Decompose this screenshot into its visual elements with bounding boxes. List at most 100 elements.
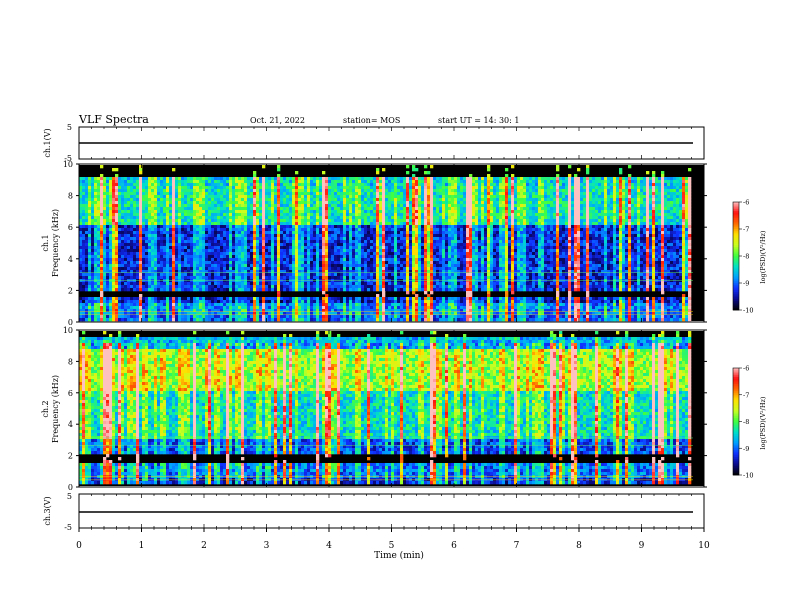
spectrogram-cell (226, 228, 230, 232)
spectrogram-cell (103, 204, 107, 208)
spectrogram-cell (319, 180, 323, 184)
spectrogram-cell (652, 183, 656, 187)
spectrogram-cell (283, 219, 287, 223)
spectrogram-cell (622, 177, 626, 181)
spectrogram-cell (424, 228, 428, 232)
spectrogram-cell (496, 195, 500, 199)
spectrogram-cell (643, 189, 647, 193)
spectrogram-cell (103, 201, 107, 205)
spectrogram-cell (646, 231, 650, 235)
spectrogram-cell (193, 183, 197, 187)
spectrogram-cell (118, 240, 122, 244)
spectrogram-cell (616, 216, 620, 220)
spectrogram-cell (655, 225, 659, 229)
spectrogram-cell (364, 213, 368, 217)
spectrogram-cell (490, 192, 494, 196)
spectrogram-cell (292, 207, 296, 211)
spectrogram-cell (280, 219, 284, 223)
spectrogram-cell (592, 177, 596, 181)
spectrogram-cell (526, 180, 530, 184)
spectrogram-cell (79, 228, 83, 232)
spectrogram-cell (172, 195, 176, 199)
spectrogram-cell (553, 240, 557, 244)
spectrogram-cell (601, 225, 605, 229)
spectrogram-cell (118, 210, 122, 214)
spectrogram-cell (454, 246, 458, 250)
spectrogram-cell (85, 246, 89, 250)
spectrogram-cell (631, 231, 635, 235)
spectrogram-cell (559, 222, 563, 226)
spectrogram-cell (334, 180, 338, 184)
spectrogram-cell (493, 228, 497, 232)
spectrogram-cell (208, 204, 212, 208)
spectrogram-cell (460, 195, 464, 199)
spectrogram-cell (535, 222, 539, 226)
spectrogram-cell (553, 180, 557, 184)
spectrogram-cell (184, 177, 188, 181)
spectrogram-cell (562, 177, 566, 181)
spectrogram-cell (490, 237, 494, 241)
spectrogram-cell (409, 219, 413, 223)
spectrogram-cell (622, 204, 626, 208)
spectrogram-cell (664, 240, 668, 244)
spectrogram-cell (382, 222, 386, 226)
spectrogram-cell (592, 207, 596, 211)
spectrogram-cell (307, 198, 311, 202)
spectrogram-cell (601, 240, 605, 244)
spectrogram-cell (130, 219, 134, 223)
spectrogram-cell (217, 210, 221, 214)
spectrogram-cell (136, 180, 140, 184)
spectrogram-cell (190, 234, 194, 238)
spectrogram-cell (103, 177, 107, 181)
spectrogram-cell (682, 240, 686, 244)
spectrogram-cell (661, 174, 665, 178)
spectrogram-cell (568, 237, 572, 241)
spectrogram-cell (508, 177, 512, 181)
spectrogram-cell (436, 201, 440, 205)
spectrogram-cell (613, 186, 617, 190)
spectrogram-cell (355, 186, 359, 190)
spectrogram-cell (673, 210, 677, 214)
spectrogram-cell (97, 189, 101, 193)
spectrogram-cell (409, 216, 413, 220)
spectrogram-cell (475, 246, 479, 250)
spectrogram-cell (208, 246, 212, 250)
spectrogram-cell (154, 204, 158, 208)
spectrogram-cell (85, 213, 89, 217)
spectrogram-cell (280, 231, 284, 235)
spectrogram-cell (448, 228, 452, 232)
spectrogram-cell (262, 213, 266, 217)
spectrogram-cell (196, 240, 200, 244)
spectrogram-cell (166, 183, 170, 187)
spectrogram-cell (319, 243, 323, 247)
spectrogram-cell (115, 198, 119, 202)
spectrogram-cell (106, 213, 110, 217)
spectrogram-cell (289, 183, 293, 187)
spectrogram-cell (610, 192, 614, 196)
spectrogram-cell (574, 237, 578, 241)
spectrogram-cell (337, 192, 341, 196)
spectrogram-cell (442, 213, 446, 217)
spectrogram-cell (142, 183, 146, 187)
spectrogram-cell (580, 237, 584, 241)
spectrogram-cell (262, 219, 266, 223)
spectrogram-cell (283, 204, 287, 208)
spectrogram-cell (487, 225, 491, 229)
spectrogram-cell (625, 189, 629, 193)
spectrogram-cell (412, 243, 416, 247)
spectrogram-cell (619, 195, 623, 199)
spectrogram-cell (502, 243, 506, 247)
spectrogram-cell (394, 195, 398, 199)
spectrogram-cell (661, 234, 665, 238)
spectrogram-cell (379, 201, 383, 205)
spectrogram-cell (433, 228, 437, 232)
spectrogram-cell (352, 219, 356, 223)
spectrogram-cell (160, 231, 164, 235)
spectrogram-cell (91, 189, 95, 193)
spectrogram-cell (250, 198, 254, 202)
spectrogram-cell (322, 243, 326, 247)
spectrogram-cell (403, 216, 407, 220)
spectrogram-cell (175, 222, 179, 226)
spectrogram-cell (271, 204, 275, 208)
spectrogram-cell (550, 183, 554, 187)
